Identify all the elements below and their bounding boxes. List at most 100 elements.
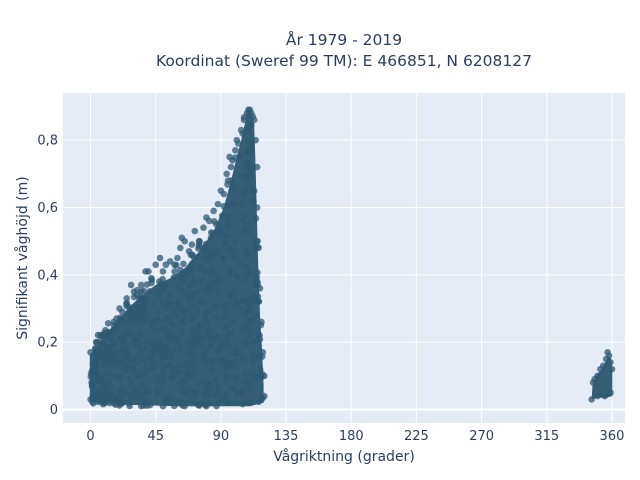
data-point: [220, 203, 228, 210]
data-point: [244, 127, 251, 134]
data-point: [118, 376, 125, 384]
data-point: [180, 276, 188, 283]
data-point: [243, 264, 251, 271]
data-point: [95, 377, 103, 385]
data-point: [225, 359, 233, 367]
data-point: [225, 331, 232, 338]
data-point: [90, 362, 98, 369]
data-point: [241, 173, 249, 181]
data-point: [242, 275, 249, 283]
data-point: [218, 212, 226, 220]
data-point: [202, 383, 210, 391]
dense-point-cloud-north: [591, 355, 613, 400]
data-point: [232, 357, 239, 364]
data-point: [250, 187, 258, 195]
data-point: [174, 254, 181, 262]
data-point: [244, 178, 251, 186]
data-point: [245, 315, 252, 323]
data-point: [152, 261, 160, 269]
data-point: [607, 359, 614, 366]
data-point: [250, 198, 257, 205]
data-point: [242, 228, 250, 235]
data-point: [185, 371, 193, 379]
data-point: [141, 369, 149, 376]
data-point: [249, 373, 256, 381]
data-point: [230, 349, 238, 357]
data-point: [197, 400, 205, 407]
data-point: [189, 337, 196, 345]
data-point: [224, 177, 232, 184]
data-point: [229, 385, 236, 393]
data-point: [203, 257, 211, 264]
data-point: [229, 157, 236, 164]
data-point: [201, 244, 208, 251]
data-point: [137, 281, 145, 289]
data-point: [162, 348, 170, 356]
data-point: [239, 325, 247, 333]
data-point: [143, 338, 151, 345]
data-point: [225, 212, 233, 220]
data-point: [221, 363, 228, 370]
data-point: [223, 170, 230, 178]
data-point: [181, 402, 188, 410]
data-point: [605, 352, 613, 359]
data-point: [113, 350, 121, 358]
data-point: [158, 364, 166, 372]
data-point: [193, 307, 201, 315]
data-point: [258, 396, 265, 403]
data-point: [187, 345, 195, 352]
data-point: [256, 331, 263, 339]
data-point: [214, 287, 221, 295]
data-point: [246, 386, 254, 393]
data-point: [181, 237, 188, 245]
data-point: [209, 265, 217, 272]
data-point: [164, 362, 172, 370]
data-point: [233, 390, 241, 398]
data-point: [239, 400, 246, 408]
data-point: [246, 296, 254, 303]
data-point: [230, 362, 238, 370]
data-point: [214, 200, 222, 208]
data-point: [137, 402, 145, 410]
data-point: [101, 372, 109, 380]
data-point: [101, 387, 108, 395]
data-point: [190, 329, 198, 336]
data-point: [94, 348, 102, 356]
data-point: [132, 353, 140, 360]
data-point: [607, 389, 614, 396]
data-point: [170, 321, 177, 328]
data-point: [241, 309, 248, 316]
data-point: [149, 323, 156, 330]
data-point: [203, 402, 210, 410]
data-point: [112, 326, 120, 334]
data-point: [101, 342, 109, 349]
data-point: [110, 339, 117, 347]
y-tick-label: 0,2: [37, 336, 58, 351]
data-point: [253, 204, 261, 211]
data-point: [248, 121, 255, 129]
data-point: [239, 388, 246, 396]
chart-title-line-2: Koordinat (Sweref 99 TM): E 466851, N 62…: [156, 52, 532, 70]
data-point: [240, 190, 247, 198]
data-point: [219, 356, 226, 364]
x-tick-label: 270: [469, 429, 494, 444]
data-point: [155, 308, 163, 315]
data-point: [116, 399, 123, 407]
y-tick-label: 0: [50, 403, 58, 418]
data-point: [181, 376, 188, 384]
data-point: [153, 289, 160, 297]
data-point: [211, 313, 218, 321]
data-point: [238, 200, 245, 207]
data-point: [200, 224, 207, 231]
data-point: [159, 268, 167, 275]
data-point: [235, 304, 243, 312]
data-point: [192, 392, 199, 399]
data-point: [140, 287, 147, 294]
data-point: [254, 237, 261, 245]
data-point: [213, 391, 221, 398]
data-point: [234, 140, 242, 147]
data-point: [113, 315, 120, 322]
dense-point-cloud: [89, 111, 264, 407]
data-point: [171, 372, 179, 379]
